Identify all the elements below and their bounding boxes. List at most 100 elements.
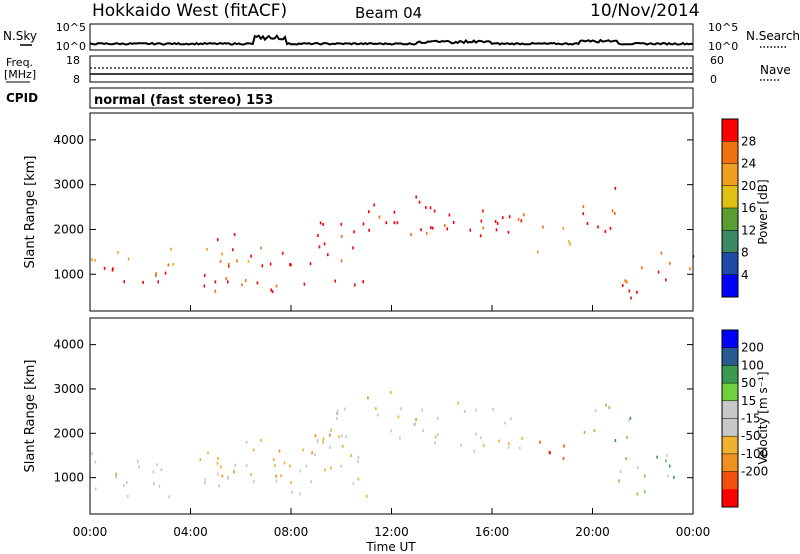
velocity-cell	[637, 466, 639, 470]
power-cell	[281, 251, 284, 255]
velocity-cell	[207, 451, 209, 455]
velocity-cell	[507, 445, 510, 449]
velocity-cell	[156, 463, 158, 467]
velocity-cell	[219, 465, 222, 469]
power-cell	[214, 280, 217, 284]
nsky-tick-top: 10^5	[56, 21, 86, 34]
velocity-cell	[390, 429, 393, 433]
power-cell	[319, 221, 322, 225]
colorbar-tick-label: 100	[741, 358, 764, 372]
x-tick-label: 16:00	[475, 525, 510, 539]
power-cell	[170, 247, 172, 251]
velocity-cell	[614, 439, 617, 442]
velocity-cell	[330, 428, 332, 432]
y-tick-label: 1000	[53, 471, 84, 485]
velocity-cell	[221, 474, 224, 478]
power-cell	[164, 271, 167, 275]
power-cell	[429, 206, 432, 210]
velocity-cell	[400, 407, 402, 411]
power-cell	[155, 274, 157, 278]
power-cell	[322, 223, 324, 226]
power-cell	[586, 222, 589, 225]
colorbar-segment	[722, 163, 738, 187]
velocity-cell	[636, 492, 639, 496]
velocity-cell	[413, 423, 415, 427]
power-cell	[203, 284, 206, 288]
colorbar-tick-label: 28	[741, 134, 756, 148]
x-tick-label: 12:00	[374, 525, 409, 539]
velocity-cell	[434, 441, 436, 445]
velocity-cell	[115, 475, 117, 479]
velocity-cell	[336, 412, 339, 416]
velocity-cell	[518, 446, 521, 450]
colorbar-segment	[722, 274, 738, 298]
velocity-cell	[245, 464, 248, 468]
velocity-cell	[341, 434, 343, 438]
x-tick-label: 04:00	[173, 525, 208, 539]
colorbar-tick-label: 20	[741, 179, 756, 193]
freq-panel: Freq. [MHz] 18 8 60 0 Nave	[4, 54, 791, 86]
velocity-cell	[665, 459, 667, 463]
velocity-cell	[160, 468, 163, 472]
velocity-cell	[330, 466, 332, 470]
velocity-cell	[498, 439, 500, 443]
y-tick-label: 1000	[53, 267, 84, 281]
power-cell	[368, 210, 370, 214]
velocity-cell	[434, 435, 437, 439]
velocity-cell	[125, 480, 128, 484]
nave-label: Nave	[760, 63, 791, 77]
velocity-cell	[278, 449, 281, 453]
power-cell	[117, 251, 119, 255]
colorbar-tick-label: 12	[741, 223, 756, 237]
power-cell	[657, 270, 660, 274]
power-cell	[232, 248, 234, 252]
x-tick-label: 00:00	[73, 525, 108, 539]
power-cell	[614, 186, 617, 190]
power-cell	[568, 240, 570, 243]
velocity-cell	[341, 444, 344, 448]
power-cell	[233, 233, 236, 237]
power-cell	[508, 215, 511, 219]
x-tick-label: 08:00	[274, 525, 309, 539]
velocity-cell	[414, 422, 416, 426]
power-cell	[206, 247, 208, 251]
colorbar-segment	[722, 252, 738, 276]
velocity-cell	[605, 403, 607, 407]
power-cell	[216, 238, 219, 242]
velocity-cell	[563, 444, 565, 448]
power-cell	[669, 261, 671, 265]
velocity-cell	[436, 416, 439, 420]
velocity-colorbar: 200 100 50 15 -15 -50 -100 -200	[721, 329, 768, 508]
x-tick-label: 20:00	[575, 525, 610, 539]
power-cell	[689, 267, 691, 271]
velocity-cell	[127, 494, 129, 498]
power-cell	[385, 221, 387, 225]
freq-unit-label: [MHz]	[4, 68, 36, 81]
velocity-cell	[115, 473, 118, 477]
station-title: Hokkaido West (fitACF)	[92, 1, 287, 21]
freq-tick-bottom: 8	[73, 73, 80, 86]
power-cell	[203, 273, 206, 277]
power-scatter-cells	[91, 186, 695, 300]
velocity-cell	[252, 448, 255, 452]
freq-label: Freq.	[6, 56, 33, 69]
power-cell	[604, 230, 607, 233]
velocity-cell	[625, 457, 627, 461]
velocity-cell	[153, 482, 155, 485]
power-cell	[448, 213, 451, 217]
date-title: 10/Nov/2014	[590, 1, 700, 21]
velocity-cell	[245, 440, 248, 444]
colorbar-segment	[722, 230, 738, 253]
velocity-cell	[377, 413, 379, 417]
power-cell	[609, 226, 612, 230]
power-cell	[112, 267, 114, 271]
x-axis-label: Time UT	[365, 540, 416, 554]
velocity-cell	[302, 448, 305, 452]
colorbar-segment	[722, 330, 738, 348]
nsky-tick-bottom: 10^0	[56, 40, 86, 53]
colorbar-segment	[722, 185, 738, 209]
power-y-axis: 1000 2000 3000 4000	[53, 133, 693, 281]
velocity-cell	[94, 460, 97, 464]
power-cell	[611, 209, 614, 213]
velocity-cell	[274, 464, 276, 468]
